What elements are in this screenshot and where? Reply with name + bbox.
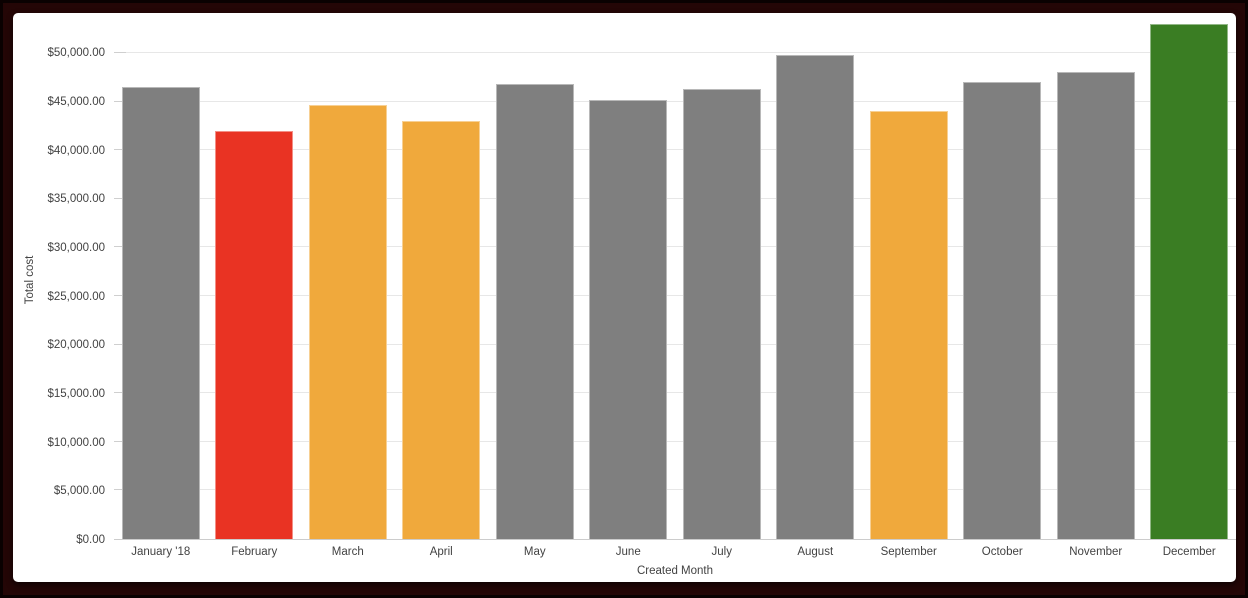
- bar-june[interactable]: [589, 99, 668, 539]
- bar-slot: [1143, 20, 1237, 539]
- bar-slot: [488, 20, 582, 539]
- gridline: [114, 246, 1236, 248]
- x-axis-labels: January '18 February March April May June July…: [114, 546, 1236, 558]
- x-axis-title: Created Month: [636, 565, 714, 577]
- bar-december[interactable]: [1150, 23, 1229, 539]
- gridline: [114, 295, 1236, 297]
- x-tick-label: November: [1069, 546, 1123, 558]
- bar-october[interactable]: [963, 82, 1042, 539]
- x-tick-label: September: [880, 546, 937, 558]
- bar-slot: [582, 20, 676, 539]
- y-tick-label: $25,000.00: [47, 290, 105, 303]
- bar-slot: [675, 20, 769, 539]
- bar-slot: [114, 20, 208, 539]
- x-tick-label: December: [1162, 546, 1216, 558]
- gridline: [114, 440, 1236, 442]
- gridline: [114, 392, 1236, 394]
- y-tick-label: $0.00: [76, 534, 105, 546]
- y-tick: [114, 392, 126, 394]
- bar-august[interactable]: [776, 55, 855, 539]
- y-tick-label: $10,000.00: [47, 436, 105, 449]
- chart-canvas: Total cost $0.00 $5,000.00 $10,000.00 $15,0…: [13, 13, 1236, 582]
- y-tick-label: $50,000.00: [47, 47, 105, 60]
- x-tick-label: August: [797, 546, 834, 558]
- y-tick-label: $35,000.00: [47, 193, 105, 206]
- bar-slot: [956, 20, 1050, 539]
- x-tick-label: July: [711, 546, 732, 558]
- gridline: [114, 197, 1236, 199]
- bar-january-18[interactable]: [121, 87, 200, 539]
- y-tick-label: $30,000.00: [47, 241, 105, 254]
- y-tick-label: $15,000.00: [47, 387, 105, 400]
- bar-slot: [208, 20, 302, 539]
- y-tick: [114, 246, 126, 248]
- y-tick: [114, 52, 126, 54]
- x-tick-label: January '18: [131, 546, 191, 558]
- bar-november[interactable]: [1056, 72, 1135, 539]
- bar-slot: [301, 20, 395, 539]
- bar-april[interactable]: [402, 121, 481, 539]
- gridline: [114, 149, 1236, 151]
- x-tick-label: June: [615, 546, 641, 558]
- y-tick: [114, 295, 126, 297]
- y-tick: [114, 197, 126, 199]
- y-tick: [114, 440, 126, 442]
- bar-september[interactable]: [869, 111, 948, 539]
- plot-area: [114, 20, 1236, 540]
- bar-slot: [395, 20, 489, 539]
- bar-slot: [1049, 20, 1143, 539]
- y-tick: [114, 343, 126, 345]
- x-tick-label: March: [331, 546, 364, 558]
- x-tick-label: October: [981, 546, 1023, 558]
- bars: [114, 20, 1236, 539]
- x-tick-label: April: [429, 546, 453, 558]
- bar-february[interactable]: [215, 130, 294, 539]
- y-tick: [114, 149, 126, 151]
- y-tick-label: $40,000.00: [47, 144, 105, 157]
- bar-may[interactable]: [495, 84, 574, 539]
- bar-july[interactable]: [682, 88, 761, 539]
- y-tick-label: $45,000.00: [47, 95, 105, 108]
- y-tick-label: $20,000.00: [47, 339, 105, 352]
- gridline: [114, 100, 1236, 102]
- y-tick-label: $5,000.00: [53, 485, 105, 498]
- x-tick-label: February: [231, 546, 278, 558]
- gridline: [114, 52, 1236, 54]
- gridline: [114, 343, 1236, 345]
- bar-march[interactable]: [308, 105, 387, 539]
- x-tick-label: May: [523, 546, 546, 558]
- gridline: [114, 489, 1236, 491]
- y-axis-labels: $0.00 $5,000.00 $10,000.00 $15,000.00 $20,00…: [33, 20, 105, 546]
- bar-slot: [862, 20, 956, 539]
- y-tick: [114, 100, 126, 102]
- y-tick: [114, 489, 126, 491]
- bar-slot: [769, 20, 863, 539]
